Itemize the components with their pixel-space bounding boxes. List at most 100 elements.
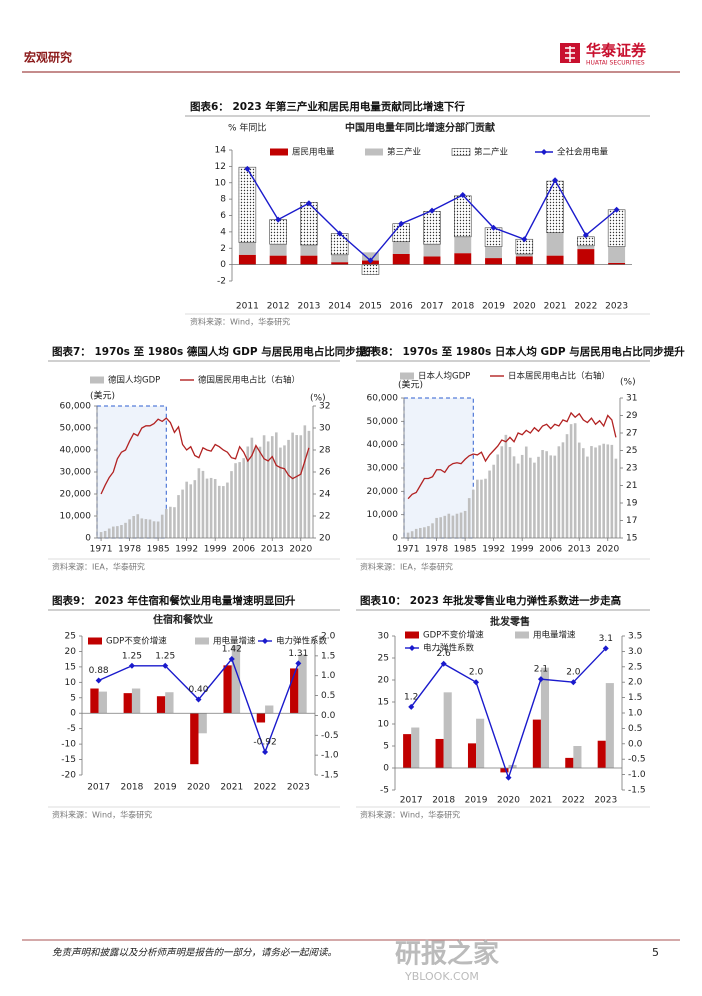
line-marker (613, 206, 620, 213)
bar (423, 527, 426, 538)
line-marker (552, 177, 559, 184)
section-name: 宏观研究 (24, 50, 72, 65)
line-marker (295, 660, 302, 667)
y2-tick-label: 23 (626, 464, 637, 474)
y2-axis-label: (%) (310, 394, 326, 404)
x-tick-label: 2006 (539, 545, 562, 555)
bar (234, 463, 237, 538)
line-marker (521, 236, 528, 243)
y-tick-label: 30,000 (367, 464, 399, 474)
y2-tick-label: 28 (319, 446, 331, 456)
bar (454, 253, 472, 265)
value-label: 2.0 (566, 668, 581, 678)
y-tick-label: 60,000 (60, 402, 92, 412)
bar (492, 464, 495, 538)
bar (602, 443, 605, 538)
bar (594, 447, 597, 538)
bar (269, 244, 287, 256)
bar (431, 523, 434, 538)
legend-label: 用电量增速 (533, 630, 576, 641)
bar (136, 514, 140, 538)
bar (258, 446, 262, 538)
x-tick-label: 1971 (90, 545, 113, 555)
y2-tick-label: 2.0 (628, 678, 643, 688)
x-tick-label: 2018 (120, 783, 143, 793)
bar (266, 441, 270, 538)
bar (209, 477, 213, 538)
line-series (100, 417, 310, 495)
legend-swatch (195, 637, 209, 645)
bar (515, 256, 533, 265)
legend-marker (541, 149, 547, 155)
bar (201, 470, 205, 538)
bar (160, 514, 164, 538)
bar (569, 424, 573, 538)
highlight-box (403, 397, 474, 539)
legend-label: 电力弹性系数 (423, 643, 475, 654)
x-tick-label: 2013 (261, 545, 284, 555)
bar (553, 455, 557, 538)
line-marker (505, 774, 512, 781)
x-tick-label: 1978 (425, 545, 448, 555)
bar (298, 654, 307, 714)
y-tick-label: 40,000 (367, 440, 399, 450)
line-marker (367, 257, 374, 264)
line-marker (490, 224, 497, 231)
y-tick-label: -5 (380, 786, 389, 796)
bar (392, 241, 410, 254)
legend-label: 德国人均GDP (108, 375, 160, 386)
x-tick-label: 2020 (596, 545, 619, 555)
bar (165, 692, 174, 714)
y-axis-label: % 年同比 (228, 122, 266, 134)
figure-title: 图表6： 2023 年第三产业和居民用电量贡献同比增速下行 (190, 100, 465, 113)
y-tick-label: -20 (61, 771, 76, 781)
y-tick-label: 40,000 (60, 446, 92, 456)
bar (496, 454, 500, 538)
value-label: 2.6 (436, 649, 451, 659)
bar (476, 479, 479, 538)
bar (586, 456, 589, 538)
legend-label: 日本居民用电占比（右轴） (508, 371, 610, 382)
bar (254, 446, 258, 538)
y-tick-label: -2 (217, 277, 226, 287)
y2-tick-label: 27 (626, 429, 637, 439)
figure-title: 图表7： 1970s 至 1980s 德国人均 GDP 与居民用电占比同步提升 (52, 345, 377, 358)
value-label: 1.25 (155, 651, 175, 661)
legend-swatch (515, 631, 529, 639)
y2-tick-label: 1.0 (321, 671, 336, 681)
value-label: 1.31 (288, 649, 308, 659)
bar (557, 446, 561, 538)
bar (614, 458, 618, 538)
legend-label: 用电量增速 (213, 636, 256, 647)
bar (98, 691, 107, 714)
y2-tick-label: -1.0 (628, 770, 646, 780)
bar (128, 519, 131, 538)
bar (546, 232, 564, 256)
disclaimer: 免责声明和披露以及分析师声明是报告的一部分，请务必一起阅读。 (52, 947, 337, 959)
x-tick-label: 2020 (497, 796, 520, 806)
bar (156, 521, 160, 538)
x-tick-label: 2022 (254, 783, 277, 793)
value-label: 0.40 (188, 685, 208, 695)
y2-tick-label: 15 (626, 534, 637, 544)
bar (540, 667, 550, 768)
bar (410, 531, 414, 538)
bar (361, 264, 380, 275)
bar (190, 713, 199, 765)
bar (120, 525, 123, 538)
line-series (407, 411, 617, 500)
watermark-url: YBLOOK.COM (404, 970, 479, 983)
bar (300, 244, 318, 256)
line-marker (162, 662, 169, 669)
y-tick-label: 50,000 (60, 424, 92, 434)
bar (480, 479, 483, 538)
bar (515, 253, 533, 257)
x-tick-label: 1992 (482, 545, 505, 555)
y-tick-label: 60,000 (367, 394, 399, 404)
legend-swatch (405, 631, 419, 639)
bar (500, 768, 509, 773)
y2-tick-label: 0.5 (628, 724, 642, 734)
bar (331, 254, 349, 263)
legend-label: 德国居民用电占比（右轴） (198, 375, 300, 386)
bar (512, 456, 516, 538)
